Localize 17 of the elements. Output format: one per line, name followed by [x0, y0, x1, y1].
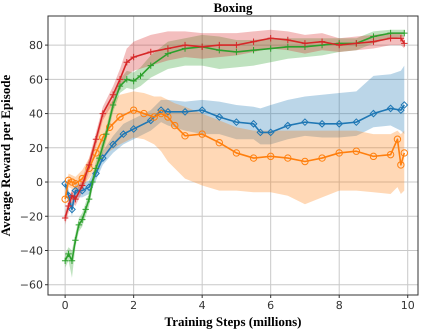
x-tick-label: 10	[400, 299, 415, 312]
y-tick-label: 60	[29, 73, 43, 86]
chart-title: Boxing	[213, 0, 254, 15]
x-tick-label: 2	[130, 299, 138, 312]
y-tick-label: 20	[29, 142, 43, 155]
x-tick-label: 4	[198, 299, 206, 312]
y-tick-label: 40	[29, 108, 43, 121]
y-tick-label: −40	[20, 244, 43, 258]
x-axis-title: Training Steps (millions)	[164, 314, 302, 329]
y-axis-title: Average Reward per Episode	[0, 74, 13, 236]
y-tick-label: 0	[36, 176, 43, 190]
y-tick-label: −60	[20, 278, 43, 292]
x-tick-label: 6	[267, 299, 274, 312]
y-tick-label: 80	[29, 39, 43, 52]
x-tick-label: 8	[336, 299, 343, 312]
x-tick-label: 0	[62, 299, 69, 312]
y-tick-label: −20	[20, 210, 43, 224]
